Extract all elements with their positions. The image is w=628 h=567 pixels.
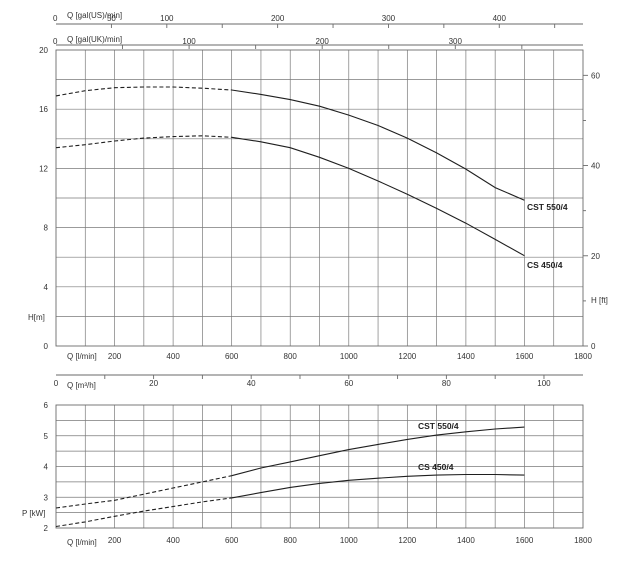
head-y2-tick-label: 0 — [591, 342, 596, 351]
head-y-tick-label: 4 — [44, 283, 49, 292]
power-x-tick-label: 1200 — [398, 536, 416, 545]
gal-us-tick-label: 100 — [160, 14, 174, 23]
m3h-tick-label: 0 — [54, 379, 59, 388]
power-x-tick-label: 1600 — [516, 536, 534, 545]
gal-us-axis-label: Q [gal(US)/min] — [67, 11, 122, 20]
m3h-axis-label: Q [m³/h] — [67, 381, 96, 390]
head-y2-tick-label: 60 — [591, 71, 600, 80]
gal-uk-tick-label: 300 — [449, 37, 463, 46]
head-y2-tick-label: 40 — [591, 162, 600, 171]
power-x-tick-label: 1400 — [457, 536, 475, 545]
m3h-tick-label: 20 — [149, 379, 158, 388]
gal-us-tick-label: 300 — [382, 14, 396, 23]
power-x-tick-label: 200 — [108, 536, 122, 545]
head-y-tick-label: 8 — [44, 224, 49, 233]
m3h-tick-label: 100 — [537, 379, 551, 388]
m3h-tick-label: 60 — [344, 379, 353, 388]
gal-us-zero-label: 0 — [53, 14, 58, 23]
head-x-tick-label: 1600 — [516, 352, 534, 361]
gal-uk-axis-label: Q [gal(UK)/min] — [67, 35, 122, 44]
power-series-label: CST 550/4 — [418, 421, 459, 431]
head-y2-axis-label: H [ft] — [591, 296, 608, 305]
gal-us-tick-label: 200 — [271, 14, 285, 23]
gal-uk-tick-label: 100 — [182, 37, 196, 46]
power-x-tick-label: 1000 — [340, 536, 358, 545]
power-series-2-dashed-line — [55, 497, 232, 528]
head-y-tick-label: 20 — [39, 46, 48, 55]
gal-uk-zero-label: 0 — [53, 37, 58, 46]
head-x-tick-label: 1400 — [457, 352, 475, 361]
head-x-tick-label: 1200 — [398, 352, 416, 361]
head-y2-tick-label: 20 — [591, 252, 600, 261]
m3h-tick-label: 80 — [442, 379, 451, 388]
head-x-tick-label: 1000 — [340, 352, 358, 361]
power-plot-frame — [55, 404, 584, 529]
power-y-tick-label: 3 — [44, 493, 49, 502]
gal-us-tick-label: 50 — [107, 14, 116, 23]
head-y-tick-label: 16 — [39, 105, 48, 114]
head-series-2-line — [231, 136, 525, 257]
head-series-label: CST 550/4 — [527, 202, 568, 212]
power-x-tick-label: 800 — [284, 536, 298, 545]
power-x-axis-label: Q [l/min] — [67, 538, 97, 547]
head-series-1-line — [231, 89, 525, 201]
head-x-tick-label: 1800 — [574, 352, 592, 361]
head-y-tick-label: 12 — [39, 164, 48, 173]
head-x-tick-label: 600 — [225, 352, 239, 361]
head-x-tick-label: 400 — [166, 352, 180, 361]
power-series-2-line — [231, 473, 525, 499]
power-x-tick-label: 1800 — [574, 536, 592, 545]
gal-us-tick-label: 400 — [493, 14, 507, 23]
head-series-1-dashed-line — [55, 86, 232, 97]
head-x-tick-label: 200 — [108, 352, 122, 361]
power-x-tick-label: 600 — [225, 536, 239, 545]
power-y-tick-label: 6 — [44, 401, 49, 410]
head-plot-frame — [55, 49, 584, 347]
power-series-1-line — [231, 426, 525, 477]
power-y-tick-label: 4 — [44, 463, 49, 472]
power-x-tick-label: 400 — [166, 536, 180, 545]
head-x-axis-label: Q [l/min] — [67, 352, 97, 361]
power-y-tick-label: 2 — [44, 524, 49, 533]
gal-uk-tick-label: 200 — [316, 37, 330, 46]
head-x-tick-label: 800 — [284, 352, 298, 361]
head-series-2-dashed-line — [55, 135, 232, 149]
power-y-tick-label: 5 — [44, 432, 49, 441]
head-y-tick-label: 0 — [44, 342, 49, 351]
head-series-label: CS 450/4 — [527, 260, 563, 270]
power-series-label: CS 450/4 — [418, 462, 454, 472]
m3h-tick-label: 40 — [247, 379, 256, 388]
head-y-axis-label: H[m] — [28, 313, 45, 322]
power-series-1-dashed-line — [55, 475, 232, 509]
power-y-axis-label: P [kW] — [22, 509, 45, 518]
